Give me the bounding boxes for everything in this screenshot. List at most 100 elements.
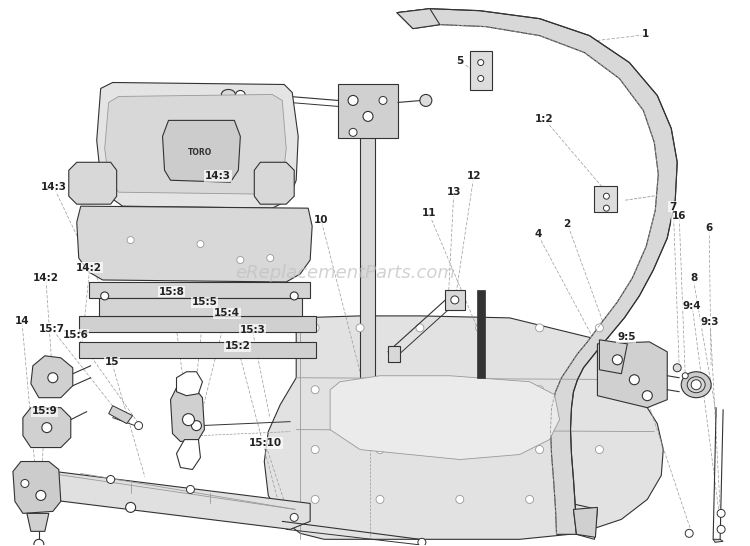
Circle shape [363, 111, 373, 121]
Text: 9:4: 9:4 [683, 301, 701, 311]
Circle shape [311, 324, 320, 332]
Text: 13: 13 [447, 187, 461, 198]
Circle shape [311, 495, 320, 503]
Text: 8: 8 [690, 274, 698, 283]
Text: 14:2: 14:2 [76, 263, 102, 272]
Circle shape [236, 91, 245, 100]
Circle shape [34, 539, 44, 546]
Text: 9:3: 9:3 [701, 317, 719, 327]
Circle shape [376, 385, 384, 394]
Text: 10: 10 [314, 215, 328, 224]
Polygon shape [79, 316, 316, 332]
Circle shape [379, 97, 387, 104]
Polygon shape [15, 470, 310, 529]
Circle shape [596, 446, 604, 454]
Circle shape [596, 324, 604, 332]
Polygon shape [338, 85, 398, 138]
Circle shape [536, 324, 544, 332]
Text: TORO: TORO [188, 148, 212, 157]
Polygon shape [397, 9, 439, 28]
Circle shape [613, 355, 622, 365]
Text: 15:6: 15:6 [63, 330, 88, 340]
Polygon shape [23, 408, 70, 448]
Text: 14: 14 [14, 316, 29, 326]
Circle shape [21, 479, 29, 488]
Text: 16: 16 [671, 211, 686, 221]
Circle shape [134, 422, 142, 430]
Text: 14:2: 14:2 [33, 274, 58, 283]
Text: 15:5: 15:5 [191, 298, 217, 307]
Text: 1:2: 1:2 [535, 115, 554, 124]
Polygon shape [170, 388, 205, 442]
Circle shape [106, 476, 115, 483]
Circle shape [456, 446, 464, 454]
Circle shape [187, 485, 194, 494]
Circle shape [311, 446, 320, 454]
Polygon shape [388, 346, 400, 362]
Ellipse shape [221, 90, 236, 99]
Circle shape [604, 193, 610, 199]
Circle shape [642, 391, 652, 401]
Circle shape [349, 128, 357, 136]
Circle shape [717, 509, 725, 518]
Text: 11: 11 [422, 208, 436, 218]
Circle shape [682, 373, 688, 379]
Polygon shape [254, 162, 294, 204]
Circle shape [456, 385, 464, 394]
Circle shape [237, 257, 244, 264]
Polygon shape [176, 440, 200, 470]
Circle shape [717, 525, 725, 533]
Text: 4: 4 [535, 229, 542, 239]
Circle shape [692, 379, 701, 390]
Polygon shape [470, 51, 492, 91]
Circle shape [420, 94, 432, 106]
Ellipse shape [687, 377, 705, 393]
Text: 15:8: 15:8 [158, 287, 184, 296]
Circle shape [267, 254, 274, 262]
Circle shape [526, 495, 533, 503]
Polygon shape [264, 316, 663, 539]
Text: 15:2: 15:2 [224, 341, 251, 351]
Circle shape [197, 241, 204, 247]
Text: 15:4: 15:4 [214, 308, 240, 318]
Text: 14:3: 14:3 [40, 182, 66, 192]
Polygon shape [31, 356, 73, 397]
Polygon shape [69, 162, 117, 204]
Polygon shape [176, 372, 203, 396]
Circle shape [290, 292, 298, 300]
Text: 15:10: 15:10 [249, 438, 282, 448]
Polygon shape [79, 342, 316, 358]
Text: 14:3: 14:3 [205, 171, 231, 181]
Polygon shape [360, 92, 375, 440]
Circle shape [536, 385, 544, 394]
Circle shape [48, 373, 58, 383]
Polygon shape [445, 290, 465, 310]
Circle shape [605, 385, 613, 394]
Text: 9:5: 9:5 [617, 333, 635, 342]
Polygon shape [163, 120, 240, 182]
Circle shape [451, 296, 459, 304]
Circle shape [686, 529, 693, 537]
Polygon shape [27, 513, 49, 531]
Circle shape [674, 364, 681, 372]
Circle shape [376, 495, 384, 503]
Text: eReplacementParts.com: eReplacementParts.com [236, 264, 455, 282]
Polygon shape [574, 507, 598, 537]
Circle shape [629, 375, 639, 385]
Polygon shape [109, 406, 133, 424]
Text: 6: 6 [705, 223, 712, 233]
Circle shape [126, 502, 136, 512]
Text: 2: 2 [563, 219, 570, 229]
Circle shape [311, 385, 320, 394]
Circle shape [191, 420, 202, 431]
Circle shape [290, 513, 298, 521]
Polygon shape [105, 94, 286, 194]
Circle shape [36, 490, 46, 501]
Circle shape [604, 205, 610, 211]
Text: 15: 15 [104, 357, 119, 367]
Circle shape [476, 324, 484, 332]
Circle shape [42, 423, 52, 432]
Circle shape [128, 236, 134, 244]
Text: 12: 12 [466, 171, 481, 181]
Text: 15:3: 15:3 [239, 325, 266, 335]
